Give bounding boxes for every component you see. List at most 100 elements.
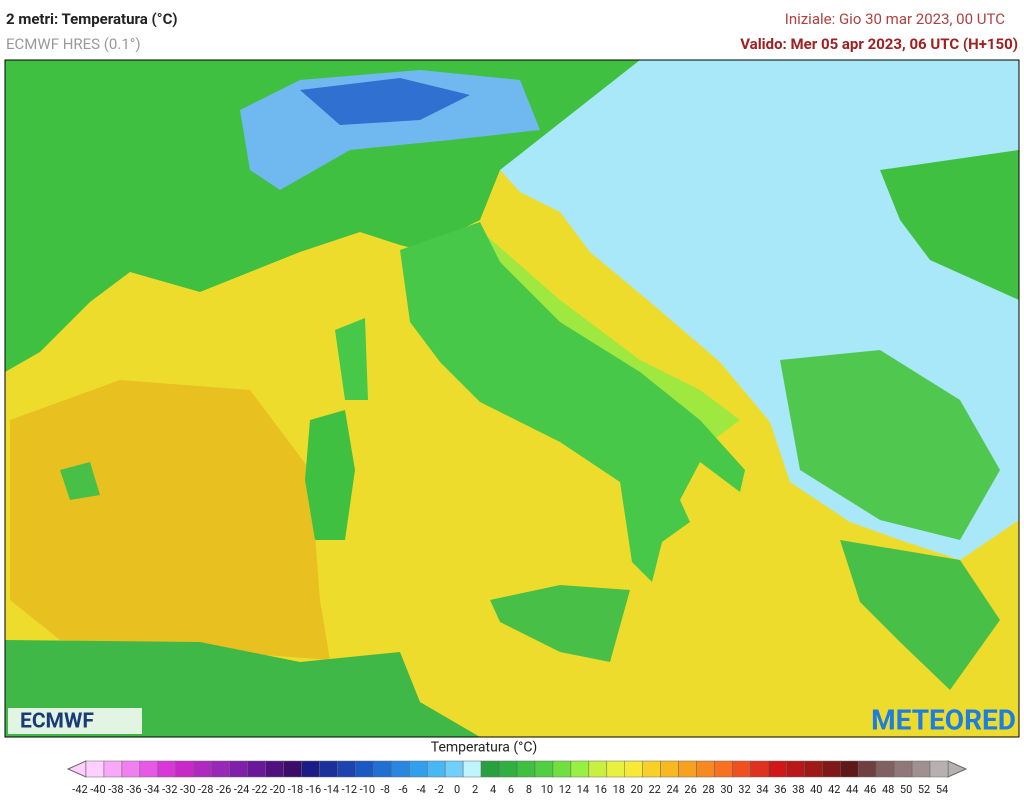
- colorbar: -42 -40 -38 -36 -34 -32 -30 -28 -26 -24 -22 -20 -18-…: [66, 760, 968, 796]
- colorbar-cell: [337, 760, 356, 778]
- colorbar-cell: [103, 760, 123, 778]
- colorbar-cell: [265, 760, 284, 778]
- colorbar-cell: [121, 760, 141, 778]
- colorbar-under: [66, 760, 87, 778]
- colorbar-cell: [714, 760, 733, 778]
- colorbar-cell: [229, 760, 248, 778]
- colorbar-tick-label: -22: [252, 783, 267, 796]
- colorbar-tick-label: 14: [577, 783, 589, 796]
- corsica: [335, 318, 368, 400]
- colorbar-cell: [570, 760, 590, 778]
- colorbar-cell: [786, 760, 805, 778]
- colorbar-cell: [247, 760, 266, 778]
- colorbar-tick-label: -36: [126, 783, 141, 796]
- colorbar-tick-label: 40: [810, 783, 822, 796]
- colorbar-tick-label: 44: [846, 783, 858, 796]
- colorbar-tick-label: 26: [684, 783, 696, 796]
- colorbar-cell: [391, 760, 410, 778]
- colorbar-cell: [588, 760, 608, 778]
- colorbar-cell: [875, 760, 895, 778]
- colorbar-cell: [534, 760, 554, 778]
- title: 2 metri: Temperatura (°C): [6, 10, 178, 28]
- colorbar-tick-label: -38: [108, 783, 123, 796]
- colorbar-tick-label: 12: [559, 783, 571, 796]
- colorbar-tick-label: -32: [162, 783, 177, 796]
- colorbar-cell: [804, 760, 823, 778]
- colorbar-tick-label: -10: [360, 783, 375, 796]
- colorbar-tick-label: -42: [72, 783, 87, 796]
- colorbar-tick-label: 10: [541, 783, 553, 796]
- colorbar-cell: [642, 760, 661, 778]
- colorbar-title: Temperatura (°C): [431, 740, 537, 756]
- colorbar-cell: [606, 760, 626, 778]
- colorbar-tick-label: -8: [381, 783, 390, 796]
- sea-warm: [10, 380, 330, 660]
- colorbar-tick-label: 42: [828, 783, 840, 796]
- balearic: [60, 462, 100, 500]
- colorbar-cell: [678, 760, 697, 778]
- greece: [840, 540, 1000, 690]
- colorbar-tick-label: 50: [900, 783, 912, 796]
- colorbar-cell: [157, 760, 177, 778]
- colorbar-cell: [732, 760, 751, 778]
- colorbar-cell: [750, 760, 769, 778]
- colorbar-cell: [857, 760, 877, 778]
- colorbar-cell: [211, 760, 230, 778]
- italy: [400, 222, 745, 582]
- colorbar-tick-label: -12: [342, 783, 357, 796]
- valid-time: Valido: Mer 05 apr 2023, 06 UTC (H+150): [740, 35, 1018, 53]
- colorbar-cell: [444, 760, 464, 778]
- colorbar-cell: [85, 760, 105, 778]
- colorbar-cell: [552, 760, 572, 778]
- sicily: [490, 585, 630, 662]
- colorbar-tick-label: 8: [526, 783, 532, 796]
- colorbar-tick-label: 30: [720, 783, 732, 796]
- colorbar-tick-label: 34: [756, 783, 768, 796]
- colorbar-tick-label: 24: [666, 783, 678, 796]
- colorbar-cell: [409, 760, 428, 778]
- colorbar-tick-label: -4: [417, 783, 426, 796]
- colorbar-cell: [498, 760, 518, 778]
- colorbar-tick-label: 52: [918, 783, 930, 796]
- colorbar-tick-label: -26: [216, 783, 231, 796]
- colorbar-cell: [480, 760, 500, 778]
- land-southeast: [780, 350, 1000, 540]
- land-north: [5, 60, 640, 372]
- colorbar-tick-label: 2: [472, 783, 478, 796]
- colorbar-tick-label: -6: [399, 783, 408, 796]
- colorbar-tick-label: 32: [738, 783, 750, 796]
- colorbar-tick-label: 36: [774, 783, 786, 796]
- colorbar-tick-label: 18: [613, 783, 625, 796]
- alps-peaks: [300, 78, 470, 125]
- map: ECMWF METEORED: [4, 59, 1020, 738]
- sea-cool: [470, 230, 740, 450]
- colorbar-tick-label: 20: [631, 783, 643, 796]
- colorbar-tick-label: -20: [270, 783, 285, 796]
- colorbar-tick-label: 54: [936, 783, 948, 796]
- colorbar-cell: [139, 760, 159, 778]
- colorbar-tick-label: 4: [490, 783, 496, 796]
- colorbar-tick-label: -2: [435, 783, 444, 796]
- sardinia: [305, 410, 355, 540]
- colorbar-over: [947, 760, 968, 778]
- colorbar-cell: [373, 760, 392, 778]
- colorbar-tick-label: 0: [454, 783, 460, 796]
- colorbar-cell: [355, 760, 374, 778]
- colorbar-cell: [516, 760, 536, 778]
- colorbar-cell: [283, 760, 302, 778]
- colorbar-tick-label: -16: [306, 783, 321, 796]
- colorbar-cell: [193, 760, 212, 778]
- colorbar-tick-label: -40: [90, 783, 105, 796]
- colorbar-tick-label: -34: [144, 783, 159, 796]
- map-frame: [4, 59, 1020, 738]
- colorbar-cell: [301, 760, 320, 778]
- meteored-logo: METEORED: [871, 703, 1016, 736]
- colorbar-cell: [426, 760, 446, 778]
- colorbar-cell: [768, 760, 787, 778]
- initial-time: Iniziale: Gio 30 mar 2023, 00 UTC: [785, 10, 1005, 28]
- colorbar-cell: [840, 760, 859, 778]
- colorbar-tick-label: -28: [198, 783, 213, 796]
- colorbar-tick-label: 16: [595, 783, 607, 796]
